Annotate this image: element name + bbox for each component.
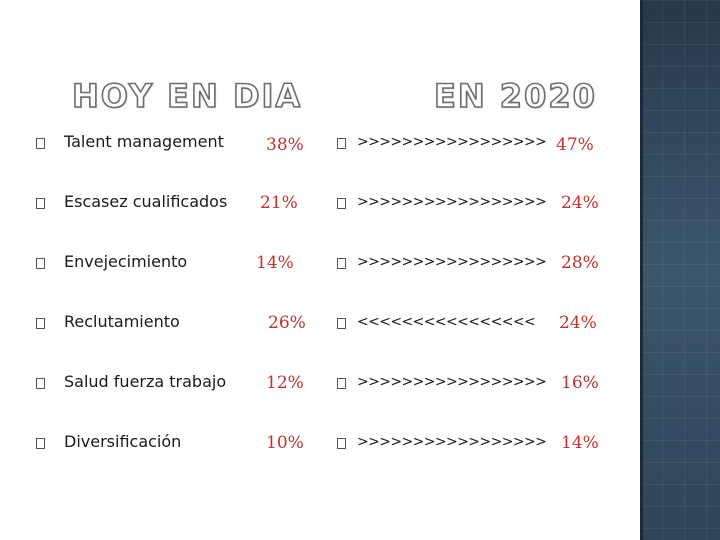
row-trend: >>>>>>>>>>>>>>>>>	[357, 134, 547, 150]
bullet-icon	[337, 438, 346, 449]
row-value-2020: 16%	[561, 373, 599, 393]
bullet-icon	[36, 258, 45, 269]
row-value-now: 14%	[256, 253, 294, 273]
row-value-2020: 47%	[556, 135, 594, 155]
bullet-icon	[36, 198, 45, 209]
row-value-now: 26%	[268, 313, 306, 333]
panel-grid-pattern	[640, 0, 720, 540]
row-value-2020: 14%	[561, 433, 599, 453]
row-label: Escasez cualificados	[64, 192, 228, 211]
row-trend: >>>>>>>>>>>>>>>>>	[357, 374, 547, 390]
decorative-side-panel	[640, 0, 720, 540]
row-trend: >>>>>>>>>>>>>>>>>	[357, 194, 547, 210]
row-trend: >>>>>>>>>>>>>>>>>	[357, 254, 547, 270]
bullet-icon	[337, 318, 346, 329]
bullet-icon	[337, 198, 346, 209]
heading-today: HOY EN DIA	[71, 77, 303, 115]
row-trend: >>>>>>>>>>>>>>>>>	[357, 434, 547, 450]
bullet-icon	[337, 258, 346, 269]
panel-edge	[640, 0, 643, 540]
row-value-now: 12%	[266, 373, 304, 393]
heading-2020: EN 2020	[433, 77, 597, 115]
row-label: Talent management	[64, 132, 224, 151]
bullet-icon	[36, 438, 45, 449]
row-value-2020: 24%	[561, 193, 599, 213]
row-value-now: 21%	[260, 193, 298, 213]
row-value-2020: 28%	[561, 253, 599, 273]
bullet-icon	[337, 138, 346, 149]
row-value-now: 10%	[266, 433, 304, 453]
bullet-icon	[36, 378, 45, 389]
row-value-2020: 24%	[559, 313, 597, 333]
bullet-icon	[337, 378, 346, 389]
row-label: Envejecimiento	[64, 252, 188, 271]
row-trend: <<<<<<<<<<<<<<<<	[357, 314, 536, 330]
bullet-icon	[36, 138, 45, 149]
row-value-now: 38%	[266, 135, 304, 155]
row-label: Reclutamiento	[64, 312, 180, 331]
row-label: Diversificación	[64, 432, 182, 451]
bullet-icon	[36, 318, 45, 329]
row-label: Salud fuerza trabajo	[64, 372, 227, 391]
